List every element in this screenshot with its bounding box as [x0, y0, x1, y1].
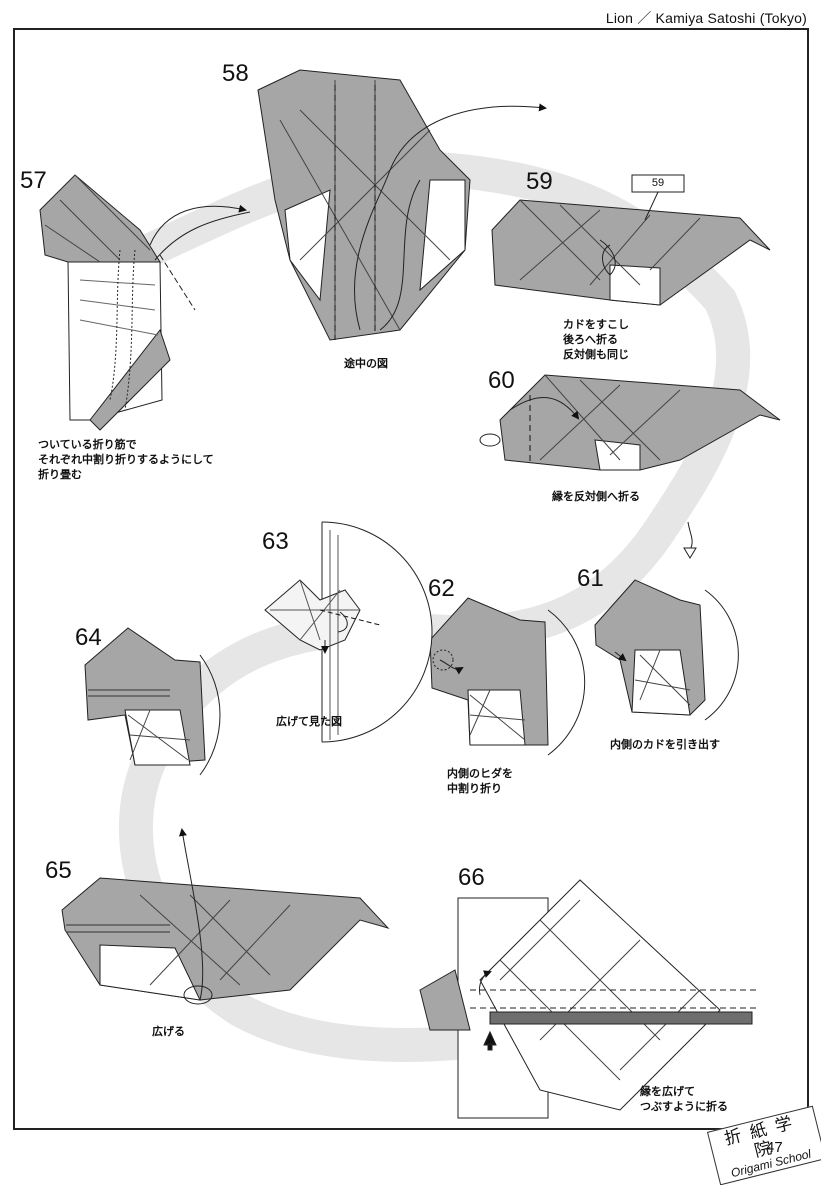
step-number-66: 66 — [458, 864, 485, 891]
step-number-60: 60 — [488, 367, 515, 394]
step-number-64: 64 — [75, 624, 102, 651]
figure-65 — [61, 828, 390, 1005]
note-62: 内側のヒダを 中割り折り — [447, 768, 513, 795]
step-number-61: 61 — [577, 565, 604, 592]
step-number-65: 65 — [45, 857, 72, 884]
note-65: 広げる — [152, 1026, 185, 1038]
step-number-58: 58 — [222, 60, 249, 87]
page-header: Lion ／ Kamiya Satoshi (Tokyo) — [605, 10, 807, 26]
figure-62 — [429, 597, 586, 756]
note-63: 広げて見た図 — [276, 716, 342, 728]
note-57: ついている折り筋で それぞれ中割り折りするようにして 折り畳む — [38, 439, 214, 481]
arrow-60-61 — [683, 521, 697, 559]
figure-63 — [264, 521, 433, 743]
figure-66 — [419, 879, 760, 1119]
figure-57 — [39, 174, 251, 431]
step-number-62: 62 — [428, 575, 455, 602]
note-61: 内側のカドを引き出す — [610, 739, 720, 751]
note-58: 途中の図 — [344, 358, 388, 370]
step-number-57: 57 — [20, 167, 47, 194]
figure-64 — [84, 627, 221, 776]
note-66: 縁を広げて つぶすように折る — [640, 1086, 728, 1113]
note-60: 縁を反対側へ折る — [552, 491, 640, 503]
figure-61 — [594, 579, 739, 721]
page-number: 47 — [766, 1139, 783, 1156]
callout-box-59: 59 — [651, 177, 665, 189]
note-59: カドをすこし 後ろへ折る 反対側も同じ — [563, 319, 629, 361]
figure-58 — [257, 69, 547, 341]
figure-60 — [479, 374, 781, 471]
step-number-63: 63 — [262, 528, 289, 555]
step-number-59: 59 — [526, 168, 553, 195]
page-frame — [13, 28, 809, 1130]
figure-59 — [491, 174, 771, 306]
